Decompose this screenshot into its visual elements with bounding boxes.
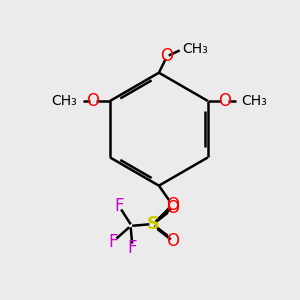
Text: O: O [166, 199, 179, 217]
Text: O: O [219, 92, 232, 110]
Text: CH₃: CH₃ [51, 94, 77, 108]
Text: CH₃: CH₃ [183, 42, 208, 56]
Text: O: O [86, 92, 99, 110]
Text: O: O [160, 47, 173, 65]
Text: F: F [114, 197, 124, 215]
Text: O: O [166, 196, 179, 214]
Text: O: O [166, 232, 179, 250]
Text: CH₃: CH₃ [241, 94, 267, 108]
Text: S: S [146, 215, 160, 233]
Text: F: F [108, 233, 118, 251]
Text: F: F [128, 239, 137, 257]
